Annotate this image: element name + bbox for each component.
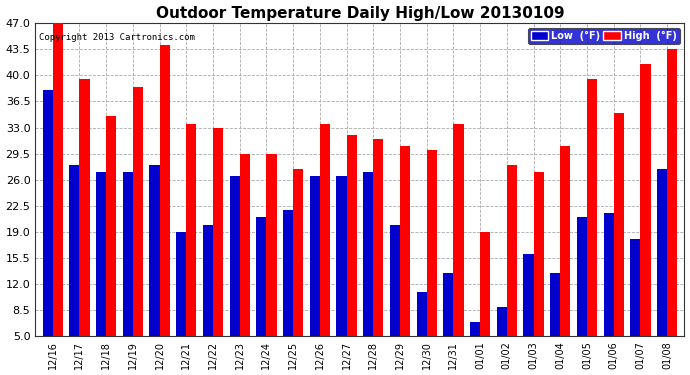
Bar bbox=[417, 292, 426, 336]
Bar bbox=[480, 232, 490, 336]
Bar bbox=[390, 225, 400, 336]
Bar bbox=[319, 124, 330, 336]
Bar bbox=[106, 116, 116, 336]
Bar bbox=[256, 217, 266, 336]
Bar bbox=[69, 165, 79, 336]
Bar bbox=[587, 79, 597, 336]
Bar bbox=[346, 135, 357, 336]
Bar bbox=[443, 273, 453, 336]
Bar bbox=[230, 176, 239, 336]
Bar bbox=[213, 128, 223, 336]
Bar bbox=[577, 217, 587, 336]
Bar bbox=[604, 213, 613, 336]
Bar bbox=[470, 321, 480, 336]
Bar bbox=[203, 225, 213, 336]
Bar bbox=[497, 307, 506, 336]
Bar bbox=[426, 150, 437, 336]
Bar bbox=[159, 45, 170, 336]
Bar bbox=[43, 90, 52, 336]
Text: Copyright 2013 Cartronics.com: Copyright 2013 Cartronics.com bbox=[39, 33, 195, 42]
Bar bbox=[400, 146, 410, 336]
Bar bbox=[239, 154, 250, 336]
Bar bbox=[630, 240, 640, 336]
Title: Outdoor Temperature Daily High/Low 20130109: Outdoor Temperature Daily High/Low 20130… bbox=[155, 6, 564, 21]
Bar bbox=[506, 165, 517, 336]
Bar bbox=[657, 169, 667, 336]
Legend: Low  (°F), High  (°F): Low (°F), High (°F) bbox=[528, 28, 680, 44]
Bar bbox=[640, 64, 651, 336]
Bar bbox=[560, 146, 571, 336]
Bar bbox=[373, 139, 384, 336]
Bar bbox=[523, 254, 533, 336]
Bar bbox=[533, 172, 544, 336]
Bar bbox=[176, 232, 186, 336]
Bar bbox=[283, 210, 293, 336]
Bar bbox=[96, 172, 106, 336]
Bar bbox=[266, 154, 277, 336]
Bar bbox=[52, 23, 63, 336]
Bar bbox=[363, 172, 373, 336]
Bar bbox=[667, 49, 677, 336]
Bar bbox=[336, 176, 346, 336]
Bar bbox=[453, 124, 464, 336]
Bar bbox=[186, 124, 197, 336]
Bar bbox=[293, 169, 303, 336]
Bar bbox=[310, 176, 319, 336]
Bar bbox=[132, 87, 143, 336]
Bar bbox=[79, 79, 90, 336]
Bar bbox=[613, 112, 624, 336]
Bar bbox=[123, 172, 132, 336]
Bar bbox=[149, 165, 159, 336]
Bar bbox=[550, 273, 560, 336]
